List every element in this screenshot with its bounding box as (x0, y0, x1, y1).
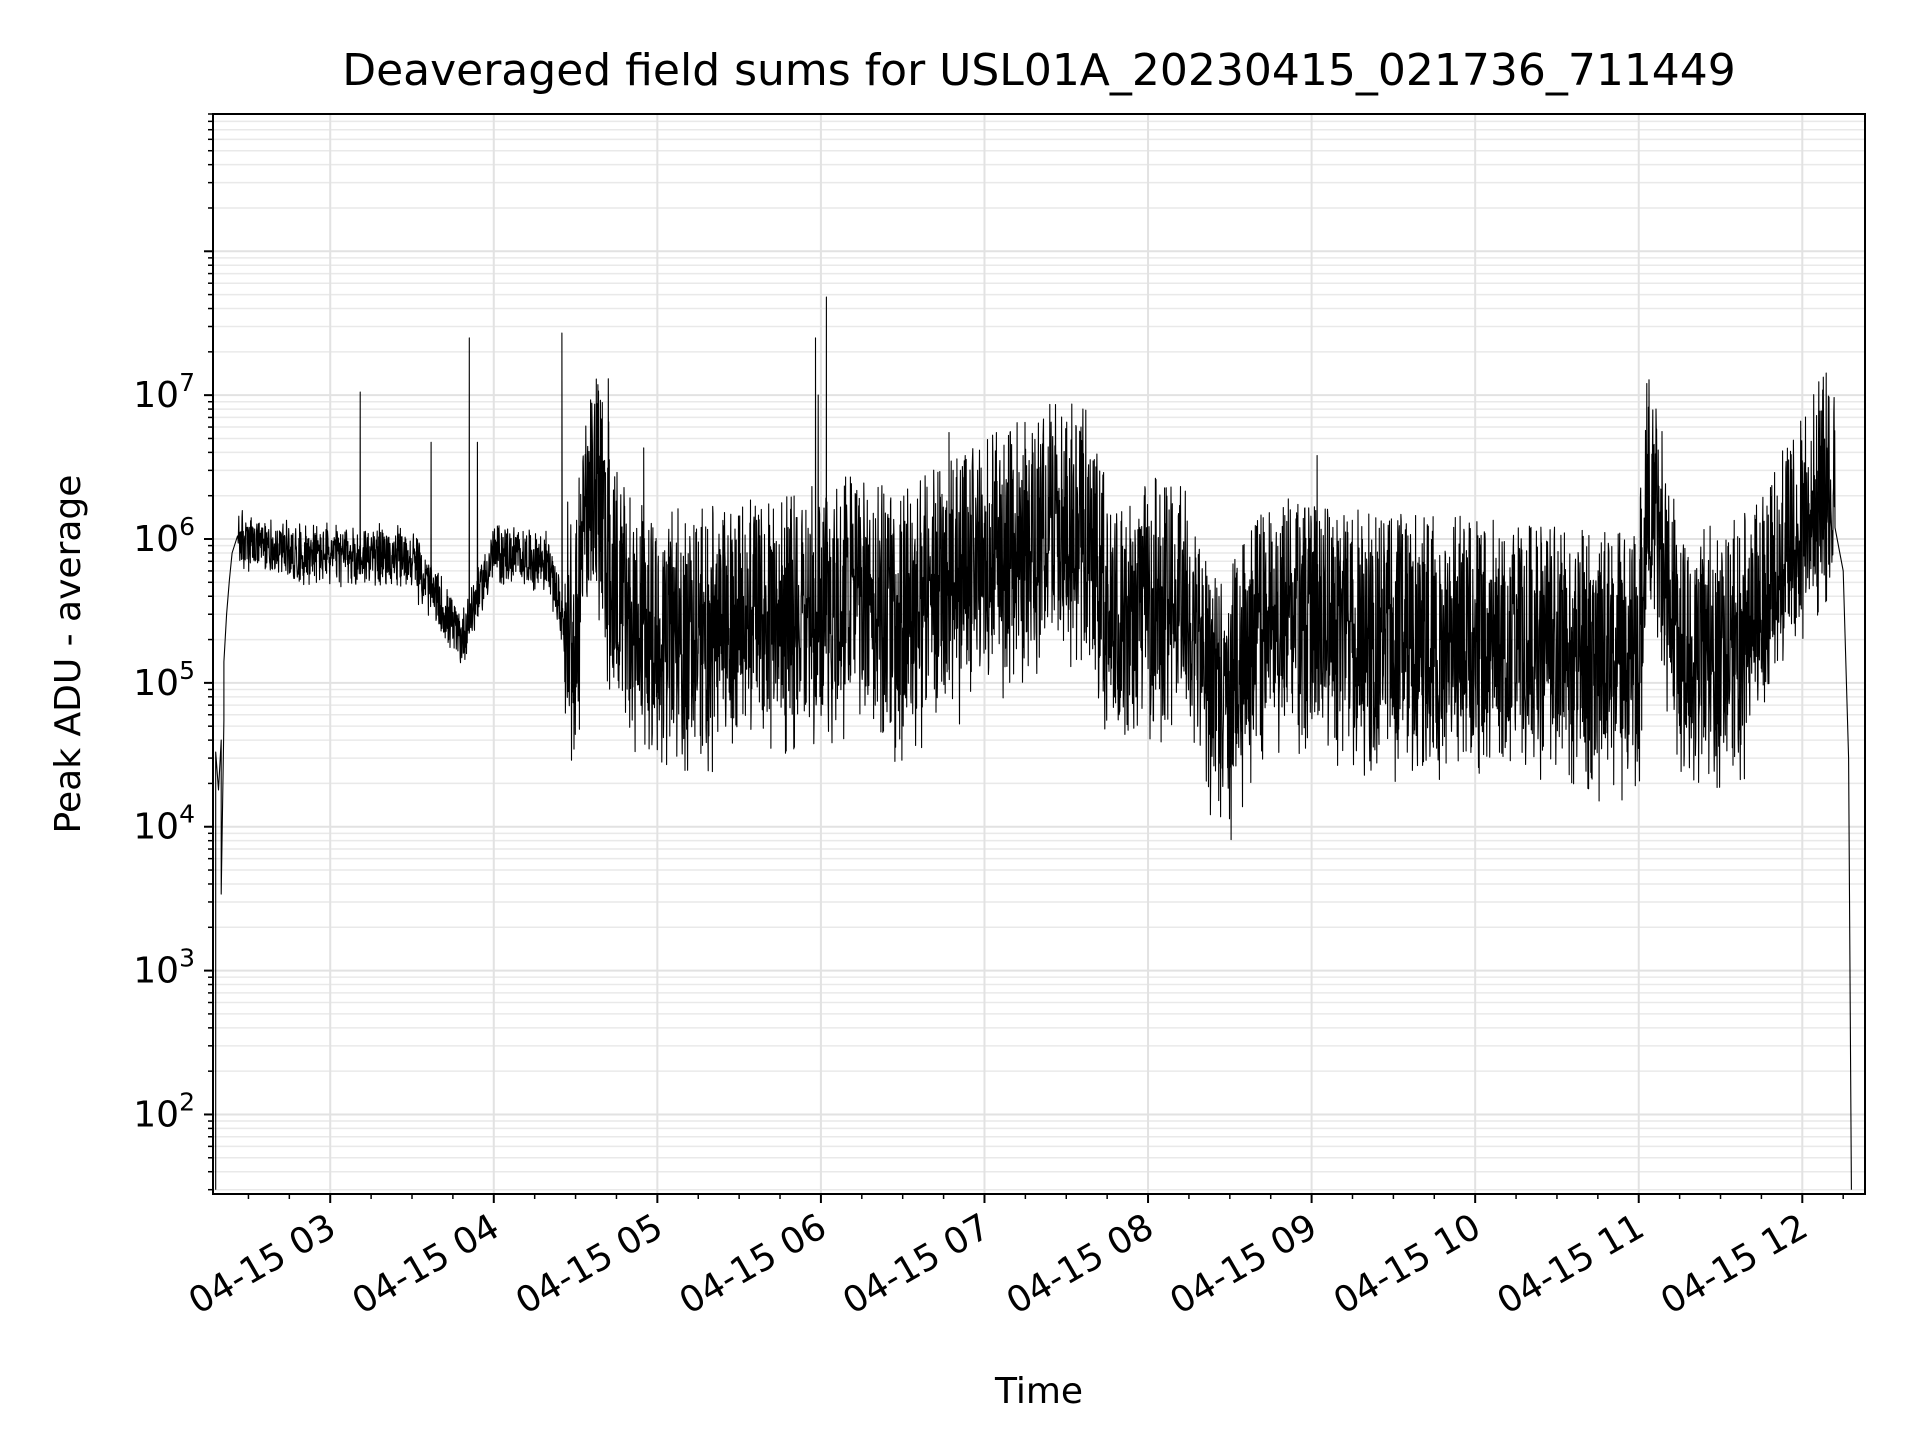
y-tick-label: 103 (133, 944, 195, 992)
x-tick-label: 04-15 04 (346, 1206, 507, 1322)
y-tick-label: 102 (133, 1087, 195, 1135)
y-axis: 102 103 104 105 106 107 (133, 113, 213, 1191)
x-tick-label: 04-15 07 (836, 1206, 997, 1322)
x-tick-label: 04-15 06 (673, 1206, 834, 1322)
y-tick-label: 107 (133, 368, 195, 416)
x-tick-label: 04-15 10 (1327, 1206, 1488, 1322)
plot-frame (212, 113, 1866, 1195)
x-tick-label: 04-15 03 (182, 1206, 343, 1322)
y-tick-label: 104 (133, 800, 195, 848)
x-tick-label: 04-15 05 (509, 1206, 670, 1322)
series-layer (215, 296, 1852, 1190)
y-axis-label: Peak ADU - average (48, 475, 89, 834)
x-tick-label: 04-15 08 (1000, 1206, 1161, 1322)
x-axis: 04-15 03 04-15 04 04-15 05 04-15 06 04-15 07… (182, 1194, 1844, 1323)
x-tick-label: 04-15 12 (1654, 1206, 1815, 1322)
x-tick-label: 04-15 11 (1491, 1206, 1652, 1322)
y-tick-label: 105 (133, 656, 195, 704)
series-line (215, 296, 1852, 1190)
x-tick-label: 04-15 09 (1163, 1206, 1324, 1322)
y-tick-label: 106 (133, 512, 195, 560)
chart-title: Deaveraged field sums for USL01A_2023041… (342, 45, 1736, 96)
x-axis-label: Time (994, 1371, 1083, 1412)
